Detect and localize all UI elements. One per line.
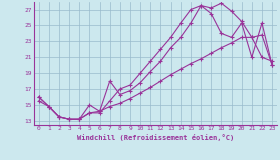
X-axis label: Windchill (Refroidissement éolien,°C): Windchill (Refroidissement éolien,°C) [77, 134, 234, 141]
